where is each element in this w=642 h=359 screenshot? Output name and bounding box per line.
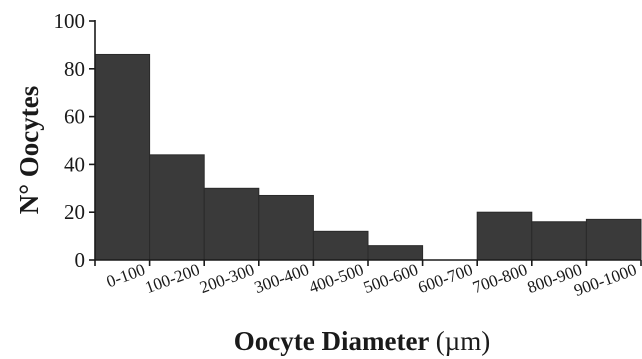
x-tick-label: 200-300 bbox=[197, 260, 257, 297]
y-axis-title: N° Oocytes bbox=[14, 86, 44, 215]
x-tick-label: 400-500 bbox=[306, 260, 366, 297]
y-tick-label: 20 bbox=[64, 200, 85, 224]
x-axis-ticks: 0-100100-200200-300300-400400-500500-600… bbox=[94, 260, 642, 300]
x-axis-title: Oocyte Diameter (µm) bbox=[234, 326, 490, 356]
bar-800-900 bbox=[531, 221, 587, 261]
bar-700-800 bbox=[476, 211, 533, 261]
x-tick-label: 500-600 bbox=[361, 260, 421, 297]
x-tick-label: 600-700 bbox=[416, 260, 476, 297]
x-tick-label: 300-400 bbox=[252, 260, 312, 297]
x-axis-title-unit: (µm) bbox=[436, 326, 491, 356]
y-tick-label: 0 bbox=[75, 248, 86, 272]
y-tick-label: 100 bbox=[54, 9, 86, 33]
x-tick-label: 700-800 bbox=[470, 260, 530, 297]
y-tick-label: 80 bbox=[64, 57, 85, 81]
bar-400-500 bbox=[312, 230, 369, 261]
x-axis-title-main: Oocyte Diameter bbox=[234, 326, 436, 356]
bar-100-200 bbox=[149, 154, 205, 261]
y-axis-ticks: 0 20 40 60 80 100 bbox=[54, 9, 95, 272]
bar-200-300 bbox=[203, 187, 260, 261]
x-tick-label: 900-1000 bbox=[571, 260, 639, 300]
x-tick-label: 100-200 bbox=[143, 260, 203, 297]
y-tick-label: 40 bbox=[64, 152, 85, 176]
bars-group bbox=[94, 53, 642, 261]
x-tick-label: 0-100 bbox=[104, 260, 148, 291]
bar-300-400 bbox=[258, 194, 314, 261]
bar-0-100 bbox=[94, 53, 151, 261]
bar-500-600 bbox=[367, 245, 424, 261]
bar-900-1000 bbox=[585, 218, 642, 261]
y-tick-label: 60 bbox=[64, 105, 85, 129]
